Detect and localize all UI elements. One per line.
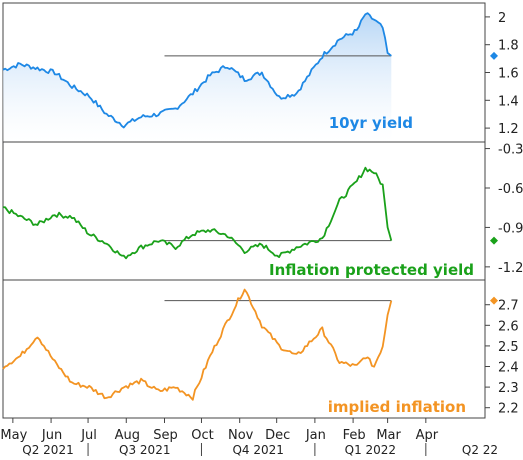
x-month-label: Dec (265, 428, 290, 443)
y-tick-label: 1.8 (498, 39, 519, 54)
panel-frame (2, 279, 486, 419)
x-quarter-label: Q1 2022 (345, 443, 396, 456)
y-tick-label: 2.2 (498, 402, 519, 417)
x-month-label: Apr (416, 428, 439, 443)
y-tick-label: 2.4 (498, 361, 519, 376)
x-quarter-label: Q2 22 (462, 443, 498, 456)
y-tick-label: -1.2 (498, 261, 523, 276)
end-value-marker (490, 51, 498, 60)
y-tick-label: 2.3 (498, 381, 519, 396)
series-area-fill (3, 13, 392, 143)
x-month-label: Sep (153, 428, 178, 443)
x-month-label: Oct (191, 428, 213, 443)
x-quarter-label: Q4 2021 (232, 443, 283, 456)
panel-inflation: 2.2 2.3 2.4 2.5 2.6 2.7 implied inflation (2, 279, 519, 419)
panel-frame (2, 141, 486, 281)
end-value-marker (490, 296, 498, 305)
series-label: 10yr yield (329, 114, 413, 132)
series-line (2, 288, 393, 401)
series-label: implied inflation (328, 398, 466, 416)
y-tick-label: -0.3 (498, 143, 523, 158)
x-month-label: Mar (376, 428, 401, 443)
x-month-label: Feb (343, 428, 366, 443)
x-month-label: Jan (305, 428, 326, 443)
y-tick-label: 2 (498, 11, 506, 26)
x-quarter-label: Q3 2021 (119, 443, 170, 456)
x-month-label: Jul (80, 428, 97, 443)
y-tick-label: 1.6 (498, 67, 519, 82)
series-line (2, 166, 393, 260)
x-month-label: Aug (115, 428, 140, 443)
x-month-label: May (0, 428, 27, 443)
y-tick-label: -0.9 (498, 221, 523, 236)
series-label: Inflation protected yield (269, 261, 474, 279)
y-tick-label: 2.6 (498, 319, 519, 334)
x-month-label: Nov (228, 428, 254, 443)
x-month-label: Jun (41, 428, 62, 443)
y-tick-label: 1.4 (498, 94, 519, 109)
y-tick-label: 2.5 (498, 340, 519, 355)
series-line (2, 12, 392, 129)
panel-tips: -1.2 -0.9 -0.6 -0.3 Inflation protected yiel… (2, 141, 523, 281)
x-quarter-label: Q2 2021 (22, 443, 73, 456)
y-tick-label: 1.2 (498, 122, 519, 137)
y-tick-label: 2.7 (498, 299, 519, 314)
end-value-marker (490, 236, 498, 245)
panel-yield: 1.2 1.4 1.6 1.8 2 10yr yield (2, 2, 519, 143)
y-tick-label: -0.6 (498, 182, 523, 197)
